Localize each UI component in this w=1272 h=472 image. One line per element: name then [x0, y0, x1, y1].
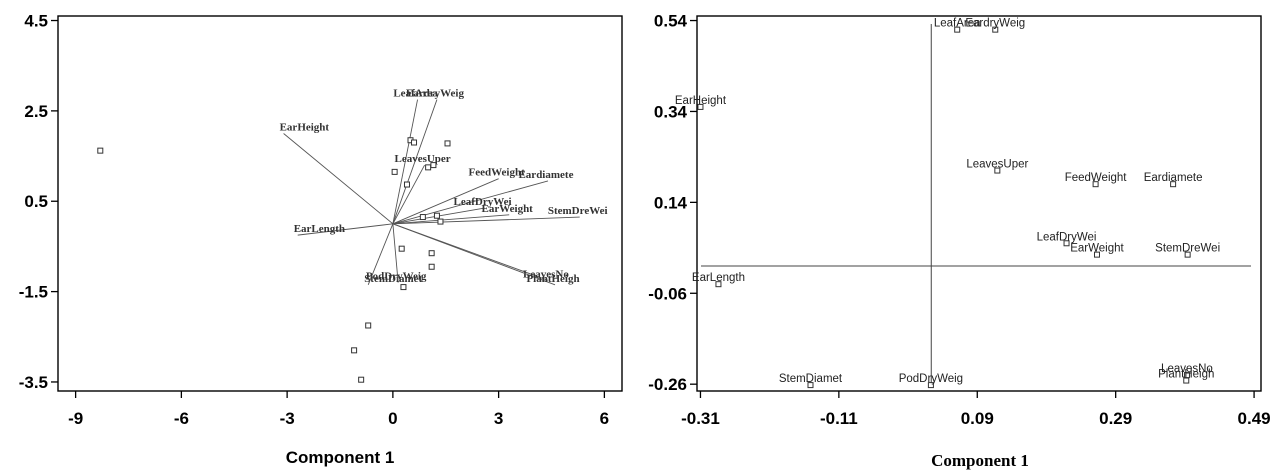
x-tick-label: 3 — [494, 409, 503, 428]
point-label: EarHeight — [675, 95, 727, 107]
chart-right-scatter: Component 1 -0.31 -0.11 0.09 0.29 0.49 0.54 0.… — [648, 12, 1270, 470]
point-label: LeavesUper — [966, 159, 1028, 171]
point-label: PlantHeigh — [1158, 369, 1214, 381]
score-point — [428, 263, 435, 270]
vector-label: EarLength — [294, 223, 345, 235]
plot-frame-left — [57, 15, 623, 392]
vector-label: FeedWeight — [469, 167, 526, 179]
y-tick-label: 4.5 — [24, 12, 48, 31]
loading-point — [994, 167, 1001, 174]
vector-label: LeafArea — [393, 88, 438, 100]
loading-vector — [392, 180, 549, 225]
loading-point — [1184, 251, 1191, 258]
x-axis-label-right: Component 1 — [931, 451, 1029, 470]
loading-vector — [283, 133, 394, 225]
x-tick-label: -0.31 — [681, 409, 720, 428]
loading-vector — [392, 164, 425, 225]
vector-label: LeavesUper — [394, 153, 450, 165]
x-tick-label: -0.11 — [820, 409, 858, 428]
loading-point — [1063, 240, 1070, 247]
vector-label: PlantHeigh — [526, 273, 579, 285]
score-point — [391, 168, 398, 175]
loading-point — [1183, 377, 1190, 384]
vector-label: LeafDryWei — [454, 196, 512, 208]
score-point — [433, 212, 440, 219]
x-axis-label-left: Component 1 — [286, 448, 395, 467]
y-tick-label: 0.34 — [654, 102, 688, 121]
point-label: LeavesNo — [1161, 363, 1213, 375]
score-point — [437, 218, 444, 225]
point-label: StemDiamet — [779, 373, 843, 385]
x-tick-label: 0.29 — [1099, 409, 1132, 428]
point-label: PodDryWeig — [899, 373, 963, 385]
score-point — [430, 162, 437, 169]
y-tick-label: 0.5 — [24, 192, 48, 211]
vector-label: StemDreWei — [548, 205, 608, 217]
loading-point — [715, 281, 722, 288]
vector-label: Eardiamete — [518, 169, 573, 181]
y-tick-label: -1.5 — [19, 283, 48, 302]
loading-point — [697, 103, 704, 110]
score-point — [411, 139, 418, 146]
score-point — [400, 284, 407, 291]
vector-label: EarHeight — [280, 121, 330, 133]
loading-vector — [392, 99, 438, 224]
x-tick-label: 6 — [600, 409, 609, 428]
y-tick-label: 0.14 — [654, 193, 688, 212]
loading-point — [1093, 251, 1100, 258]
y-tick-label: -0.06 — [648, 284, 687, 303]
x-tick-label: -9 — [68, 409, 83, 428]
loading-point — [927, 382, 934, 389]
loading-vector — [392, 99, 418, 224]
vector-label: EardryWeig — [406, 88, 465, 100]
point-label: LeafArea — [934, 18, 981, 30]
point-label: FeedWeight — [1065, 172, 1128, 184]
loading-point — [807, 382, 814, 389]
vector-label: PodDryWeig — [366, 271, 427, 283]
score-point — [403, 181, 410, 188]
x-tick-label: 0.49 — [1238, 409, 1271, 428]
score-point — [444, 140, 451, 147]
vector-label: EarWeight — [482, 203, 534, 215]
score-point — [428, 250, 435, 257]
point-label: EarWeight — [1070, 243, 1124, 255]
loading-vector — [367, 223, 394, 285]
vector-label: StemDiamet — [364, 273, 422, 285]
point-label: StemDreWei — [1155, 243, 1220, 255]
y-tick-label: -3.5 — [19, 373, 48, 392]
plot-frame-right — [696, 15, 1262, 392]
loading-vector — [297, 223, 393, 236]
y-tick-label: 2.5 — [24, 102, 48, 121]
chart-left-biplot: Component 1 -9 -6 -3 0 3 6 4.5 2.5 0.5 -1.5 -3.5 Ea… — [19, 12, 623, 467]
score-point — [398, 245, 405, 252]
loading-vector — [392, 178, 499, 225]
loading-point — [954, 26, 961, 33]
score-point — [351, 347, 358, 354]
y-tick-label: -0.26 — [648, 375, 687, 394]
loading-vector — [392, 216, 580, 225]
point-label: LeafDryWei — [1037, 231, 1097, 243]
loading-point — [992, 26, 999, 33]
score-point — [365, 322, 372, 329]
score-point — [425, 164, 432, 171]
loading-point — [1092, 181, 1099, 188]
score-point — [419, 214, 426, 221]
x-tick-label: 0.09 — [961, 409, 994, 428]
score-point — [97, 147, 104, 154]
y-tick-label: 0.54 — [654, 12, 688, 31]
point-label: EarLength — [692, 272, 745, 284]
point-label: Eardiamete — [1144, 172, 1203, 184]
loading-vector — [392, 214, 510, 225]
score-point — [358, 376, 365, 383]
point-label: EardryWeig — [965, 18, 1025, 30]
x-tick-label: 0 — [388, 409, 397, 428]
x-tick-label: -6 — [174, 409, 189, 428]
loading-vector — [392, 223, 399, 283]
loading-point — [1170, 181, 1177, 188]
loading-vector — [392, 223, 556, 286]
x-tick-label: -3 — [280, 409, 295, 428]
